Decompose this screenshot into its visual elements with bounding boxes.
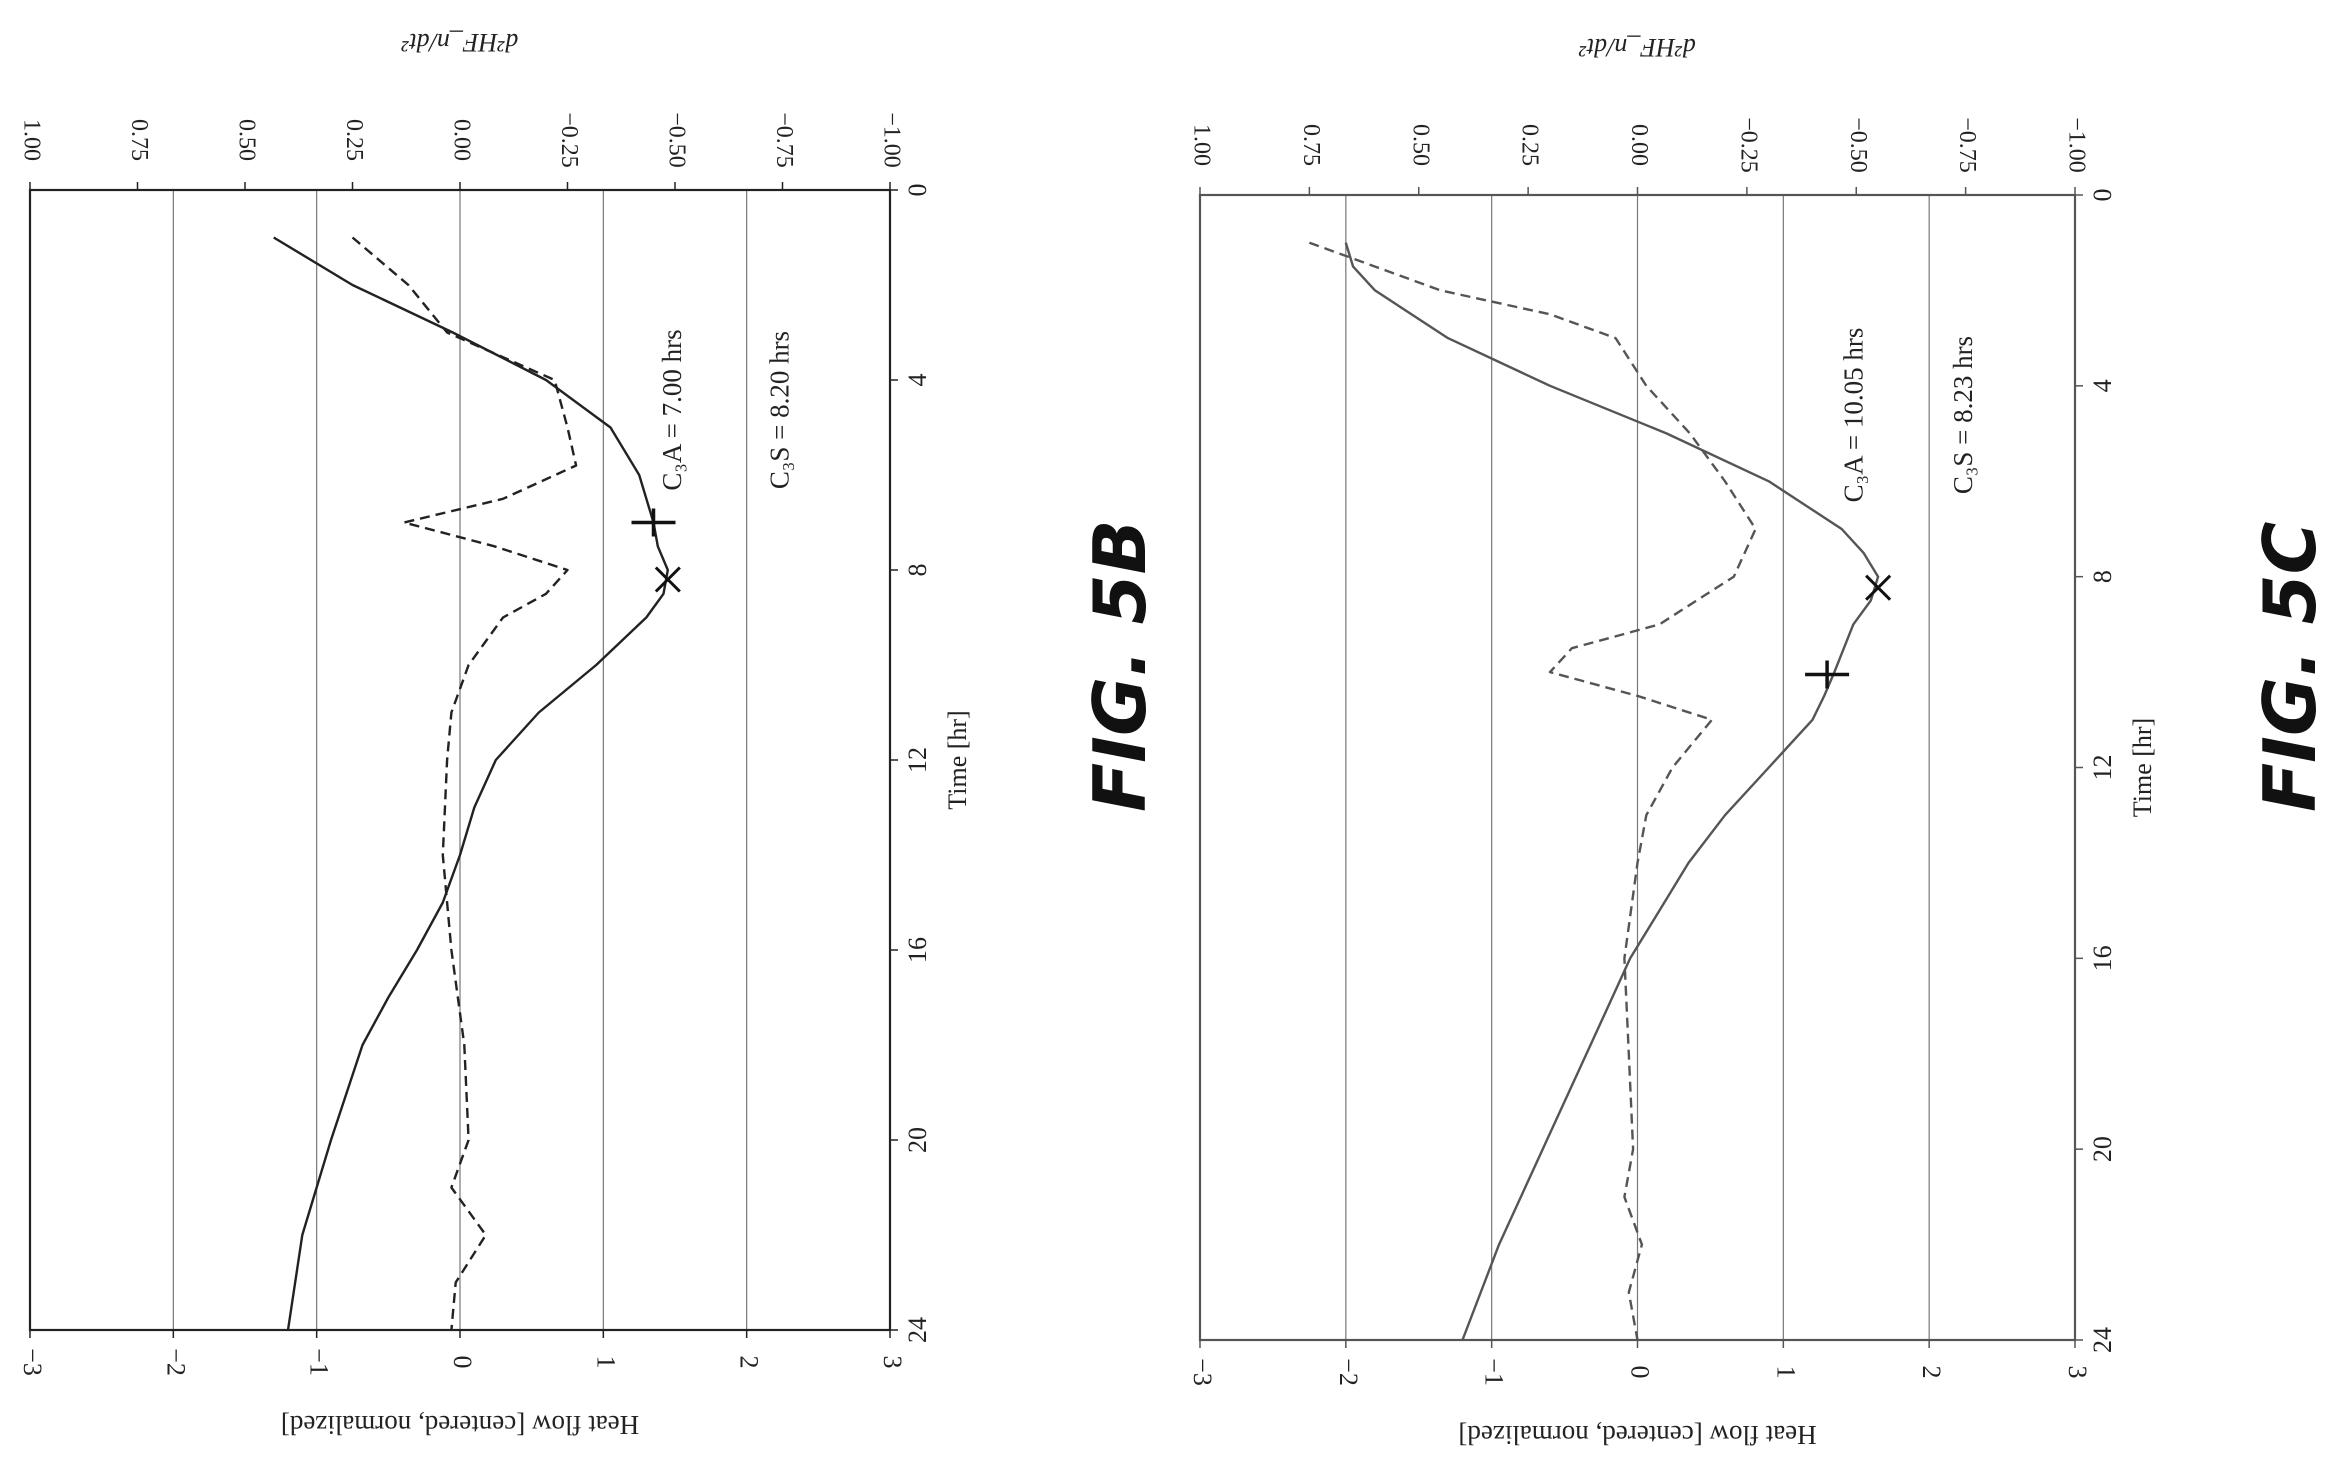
y2-tick-label: −0.25 <box>556 112 582 168</box>
x-tick-label: 24 <box>903 1317 932 1343</box>
x-tick-label: 20 <box>2088 1136 2117 1162</box>
x-tick-label: 16 <box>903 937 932 963</box>
x-tick-label: 4 <box>2088 379 2117 392</box>
c3s-annotation: C₃S = 8.23 hrs <box>1948 336 1978 494</box>
y-tick-label: 2 <box>1917 1366 1946 1379</box>
x-tick-label: 0 <box>903 184 932 197</box>
y-tick-label: −3 <box>18 1348 47 1376</box>
y2-tick-label: −1.00 <box>2063 117 2089 173</box>
y2-tick-label: 0.25 <box>1517 124 1543 166</box>
y2-tick-label: −1.00 <box>878 112 904 168</box>
y-tick-label: 2 <box>735 1356 764 1369</box>
c3s-marker <box>1865 574 1892 601</box>
y2-tick-label: −0.75 <box>1954 117 1980 173</box>
fig-5b-label: FIG. 5B <box>1078 519 1162 812</box>
y-tick-label: 0 <box>448 1356 477 1369</box>
y-tick-label: −1 <box>1480 1358 1509 1386</box>
y-tick-label: 0 <box>1626 1366 1655 1379</box>
x-tick-label: 8 <box>903 564 932 577</box>
second-derivative-line <box>351 236 578 1331</box>
y-tick-label: −3 <box>1188 1358 1217 1386</box>
y2-tick-label: −0.50 <box>1845 117 1871 173</box>
x-tick-label: 16 <box>2088 945 2117 971</box>
c3a-annotation: C₃A = 7.00 hrs <box>657 329 687 490</box>
c3a-marker <box>1805 660 1850 689</box>
y2-tick-label: 0.00 <box>448 119 474 161</box>
x-axis-title: Time [hr] <box>2128 718 2157 817</box>
y-tick-label: 3 <box>878 1356 907 1369</box>
x-tick-label: 12 <box>2088 755 2117 781</box>
y-tick-label: −2 <box>161 1348 190 1376</box>
y-tick-label: −1 <box>305 1348 334 1376</box>
y2-tick-label: 1.00 <box>1188 124 1214 166</box>
y2-tick-label: 0.75 <box>1298 124 1324 166</box>
c3s-marker <box>654 566 681 593</box>
second-derivative-line <box>1308 241 1757 1341</box>
y2-tick-label: 0.50 <box>233 119 259 161</box>
y2-tick-label: −0.25 <box>1735 117 1761 173</box>
c3a-annotation: C₃A = 10.05 hrs <box>1838 328 1868 503</box>
x-axis-title: Time [hr] <box>943 710 972 809</box>
y-tick-label: 3 <box>2063 1366 2092 1379</box>
y-tick-label: 1 <box>591 1356 620 1369</box>
y-axis-title: Heat flow [centered, normalized] <box>1458 1420 1816 1450</box>
y-tick-label: 1 <box>1771 1366 1800 1379</box>
c3a-marker <box>631 508 676 537</box>
y2-axis-title: d²HF_n/dt² <box>1578 33 1696 62</box>
x-tick-label: 24 <box>2088 1327 2117 1353</box>
y2-tick-label: −0.75 <box>771 112 797 168</box>
y2-tick-label: 0.50 <box>1407 124 1433 166</box>
fig-5c-label: FIG. 5C <box>2248 521 2332 812</box>
x-tick-label: 8 <box>2088 570 2117 583</box>
x-tick-label: 20 <box>903 1127 932 1153</box>
y-axis-title: Heat flow [centered, normalized] <box>281 1410 639 1440</box>
x-tick-label: 12 <box>903 747 932 773</box>
c3s-annotation: C₃S = 8.20 hrs <box>765 331 795 489</box>
y2-tick-label: 0.75 <box>126 119 152 161</box>
y2-tick-label: 0.25 <box>341 119 367 161</box>
y2-tick-label: 0.00 <box>1626 124 1652 166</box>
heat-flow-line <box>1344 242 1880 1341</box>
y2-tick-label: 1.00 <box>18 119 44 161</box>
y2-tick-label: −0.50 <box>663 112 689 168</box>
x-tick-label: 4 <box>903 374 932 387</box>
y2-axis-title: d²HF_n/dt² <box>400 28 518 57</box>
heat-flow-line <box>273 236 669 1331</box>
y-tick-label: −2 <box>1334 1358 1363 1386</box>
x-tick-label: 0 <box>2088 189 2117 202</box>
